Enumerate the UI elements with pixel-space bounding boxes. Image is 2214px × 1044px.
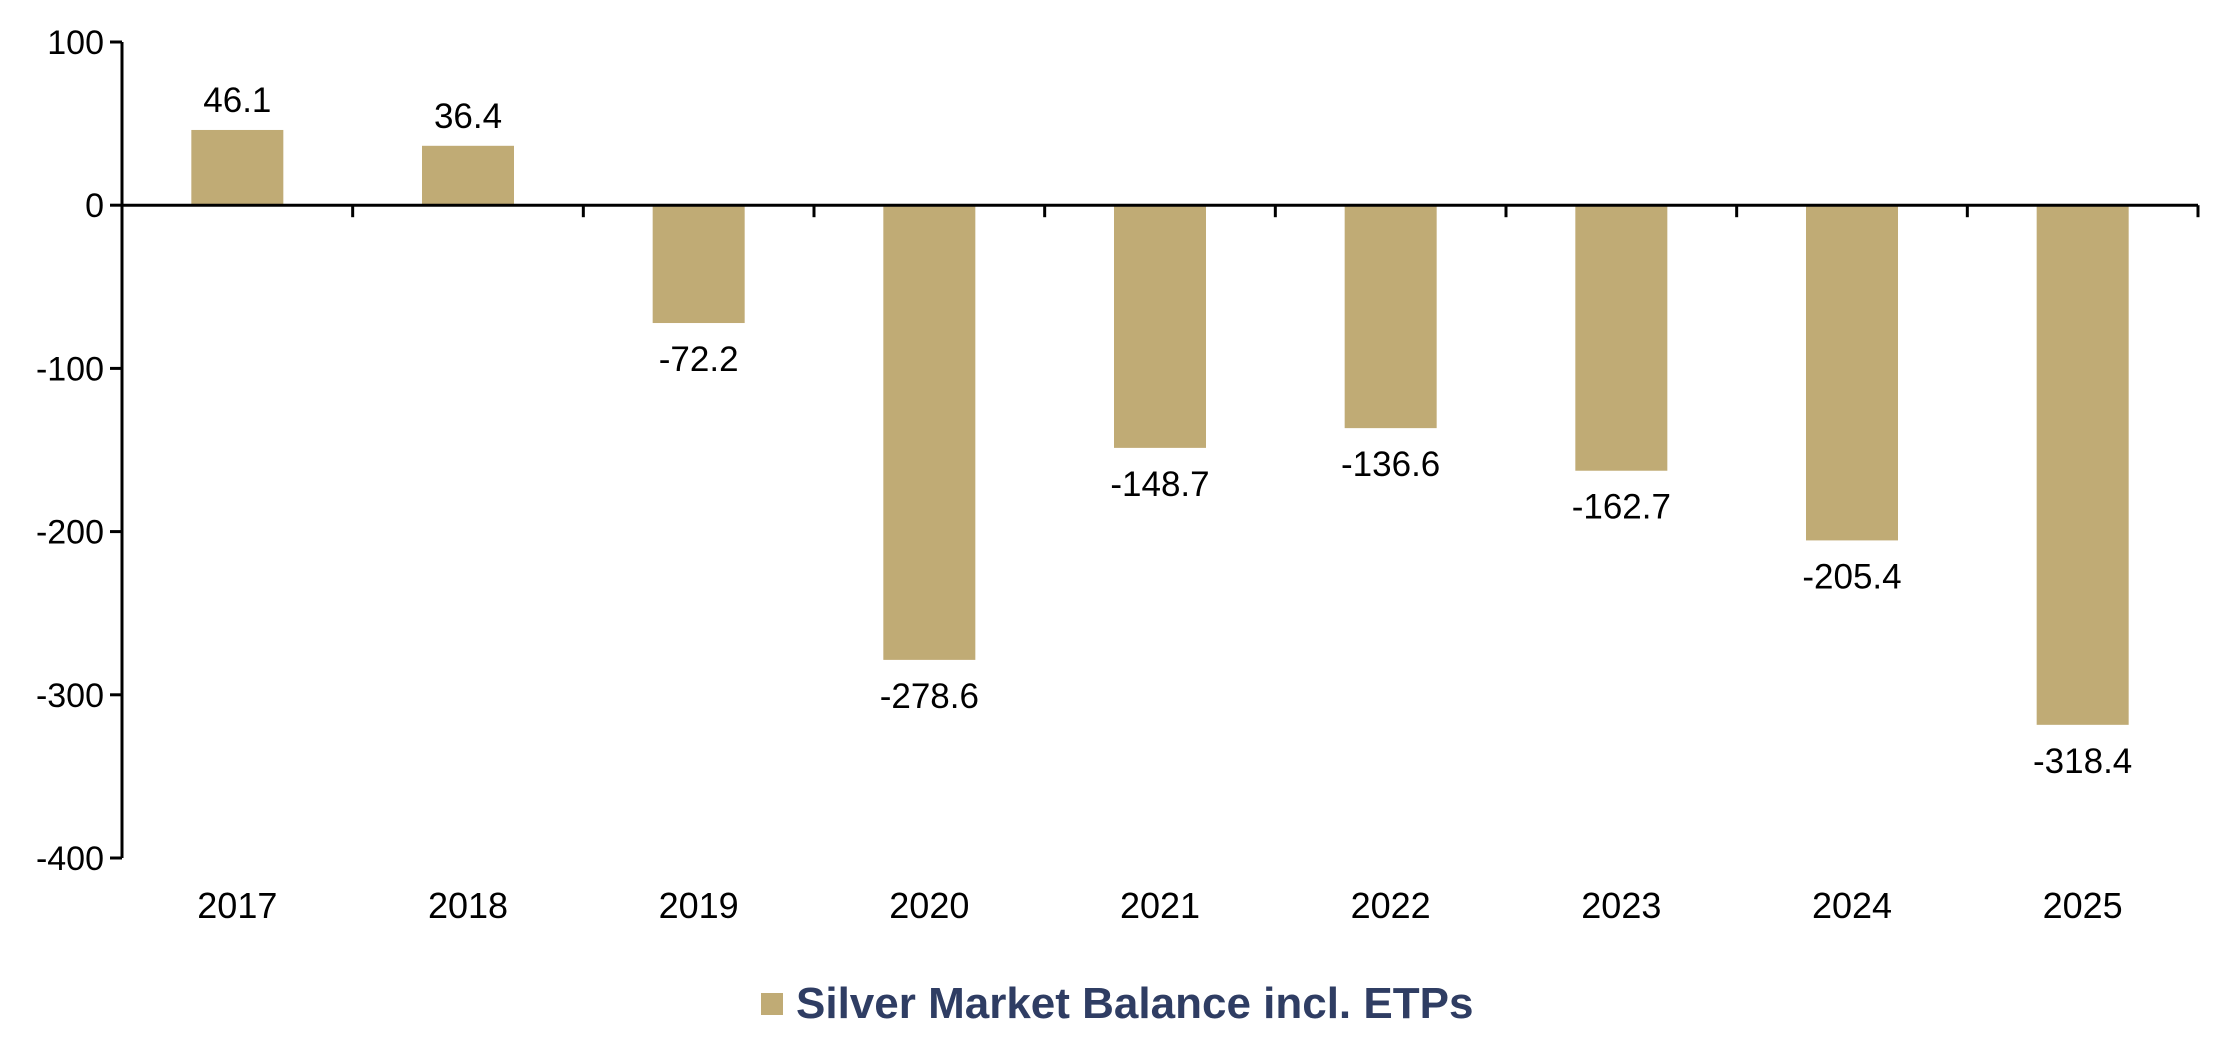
legend: Silver Market Balance incl. ETPs	[761, 979, 1473, 1028]
bar-2019	[652, 205, 745, 324]
bar-2018	[422, 145, 514, 206]
data-label-2019: -72.2	[659, 340, 739, 379]
bar-2024	[1806, 205, 1898, 541]
y-tick-label--200: -200	[36, 514, 104, 552]
y-tick-label-0: 0	[85, 187, 104, 225]
y-tick-label--300: -300	[36, 677, 104, 715]
x-tick-label-2024: 2024	[1812, 885, 1892, 926]
labels-layer: 46.1 2017 36.4 2018 -72.2 2019 -278.6 2020 -148.…	[36, 24, 2132, 926]
data-label-2017: 46.1	[203, 81, 271, 120]
bar-2023	[1575, 205, 1668, 471]
x-tick-label-2023: 2023	[1581, 885, 1661, 926]
bar-2025	[2036, 205, 2129, 725]
y-tick-label--400: -400	[36, 840, 104, 878]
data-label-2023: -162.7	[1572, 488, 1671, 527]
x-tick-label-2018: 2018	[428, 885, 508, 926]
bar-2022	[1344, 205, 1437, 429]
data-label-2024: -205.4	[1802, 557, 1901, 596]
x-tick-label-2025: 2025	[2043, 885, 2123, 926]
bars-layer	[191, 129, 2129, 725]
x-tick-label-2022: 2022	[1351, 885, 1431, 926]
bar-2021	[1114, 205, 1206, 448]
bar-2017	[191, 129, 284, 206]
data-label-2020: -278.6	[880, 677, 979, 716]
data-label-2021: -148.7	[1110, 465, 1209, 504]
data-label-2025: -318.4	[2033, 742, 2132, 781]
legend-swatch	[761, 993, 783, 1015]
x-tick-label-2021: 2021	[1120, 885, 1200, 926]
x-tick-label-2020: 2020	[889, 885, 969, 926]
bar-2020	[883, 205, 976, 660]
data-label-2022: -136.6	[1341, 445, 1440, 484]
y-tick-label-100: 100	[47, 24, 104, 62]
y-tick-label--100: -100	[36, 350, 104, 388]
axes-layer	[110, 40, 2200, 860]
data-label-2018: 36.4	[434, 97, 502, 136]
x-tick-label-2019: 2019	[659, 885, 739, 926]
x-tick-label-2017: 2017	[197, 885, 277, 926]
legend-label: Silver Market Balance incl. ETPs	[796, 979, 1473, 1028]
